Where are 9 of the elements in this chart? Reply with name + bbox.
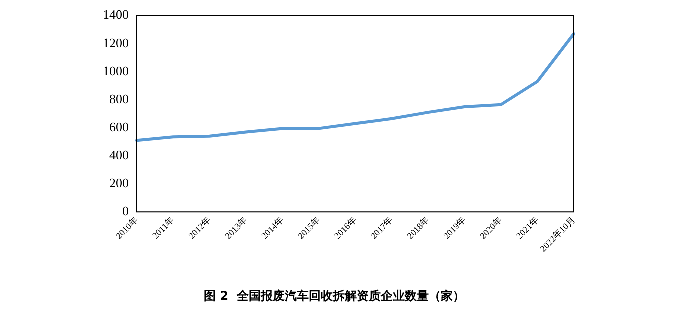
y-tick-label: 0 — [122, 204, 129, 219]
y-tick-label: 1000 — [103, 63, 129, 78]
y-tick-label: 1400 — [103, 7, 129, 22]
y-tick-label: 400 — [110, 147, 129, 162]
y-tick-label: 600 — [110, 119, 129, 134]
text: 图 2 全国报废汽车回收拆解资质企业数量（家） — [204, 288, 465, 303]
y-tick-label: 800 — [110, 91, 129, 106]
y-tick-label: 200 — [110, 176, 129, 191]
y-tick-label: 1200 — [103, 35, 129, 50]
